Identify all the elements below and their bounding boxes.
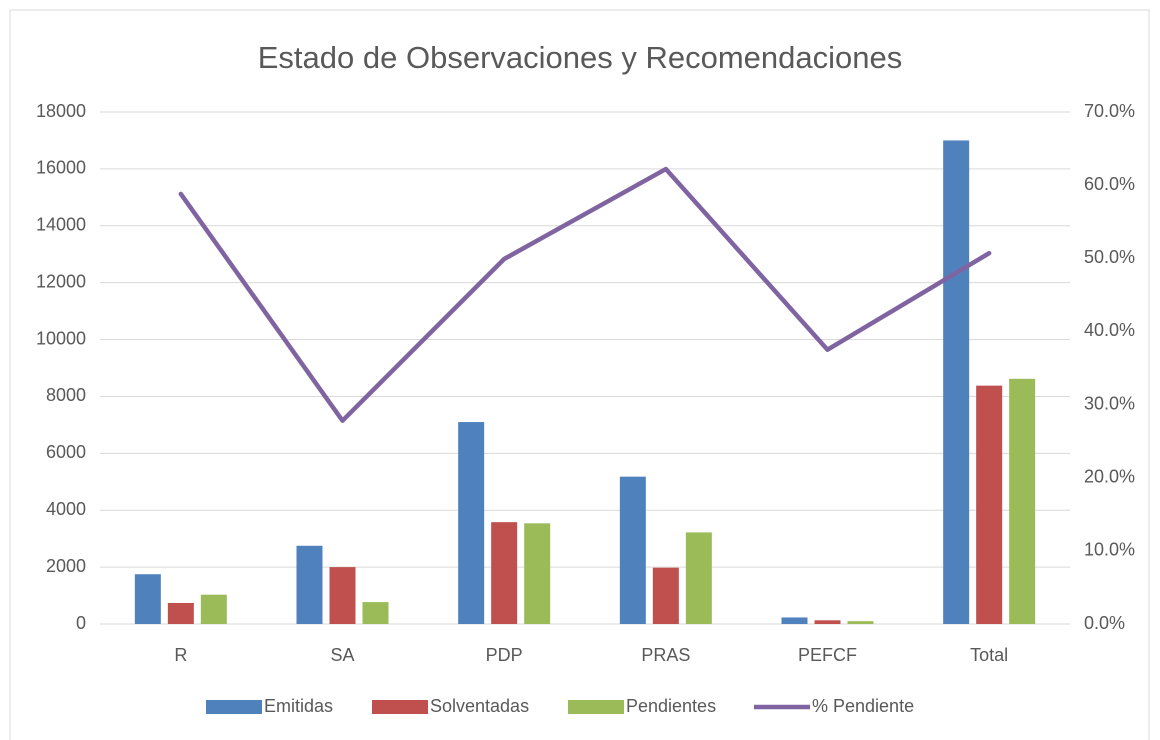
bar — [296, 545, 323, 624]
x-tick-label: R — [174, 645, 187, 665]
y2-tick-label: 70.0% — [1084, 101, 1135, 121]
legend-swatch — [206, 700, 262, 714]
y-tick-label: 14000 — [36, 215, 86, 235]
bar — [976, 385, 1003, 624]
bar — [167, 602, 194, 624]
y2-tick-label: 20.0% — [1084, 466, 1135, 486]
bar — [814, 620, 841, 624]
y-tick-label: 6000 — [46, 442, 86, 462]
x-tick-label: SA — [330, 645, 354, 665]
y2-tick-label: 60.0% — [1084, 174, 1135, 194]
y-tick-label: 0 — [76, 613, 86, 633]
legend-swatch — [568, 700, 624, 714]
bar — [652, 567, 679, 624]
legend-label: Solventadas — [430, 696, 529, 716]
y-tick-label: 2000 — [46, 556, 86, 576]
bar — [134, 574, 161, 624]
legend-label: Pendientes — [626, 696, 716, 716]
bar — [1009, 378, 1036, 624]
bar — [200, 594, 227, 624]
x-tick-label: PEFCF — [798, 645, 857, 665]
bar — [685, 532, 712, 624]
y2-tick-label: 50.0% — [1084, 247, 1135, 267]
y2-tick-label: 10.0% — [1084, 540, 1135, 560]
legend-swatch — [372, 700, 428, 714]
bar — [362, 602, 389, 624]
y-tick-label: 16000 — [36, 158, 86, 178]
line — [178, 166, 992, 423]
x-tick-label: PRAS — [641, 645, 690, 665]
x-tick-label: PDP — [486, 645, 523, 665]
bar — [329, 567, 356, 624]
y2-tick-label: 40.0% — [1084, 320, 1135, 340]
y-tick-label: 4000 — [46, 499, 86, 519]
y-tick-label: 10000 — [36, 328, 86, 348]
bar — [491, 522, 518, 624]
bar — [524, 523, 551, 624]
y2-tick-label: 0.0% — [1084, 613, 1125, 633]
bar — [619, 476, 646, 624]
chart-title: Estado de Observaciones y Recomendacione… — [258, 40, 902, 75]
chart-border — [9, 9, 1150, 740]
y-tick-label: 18000 — [36, 101, 86, 121]
legend-label: Emitidas — [264, 696, 333, 716]
y-tick-label: 12000 — [36, 271, 86, 291]
bar — [847, 621, 874, 624]
bar — [781, 617, 808, 624]
legend-label: % Pendiente — [812, 696, 914, 716]
bar — [458, 422, 485, 624]
x-tick-label: Total — [970, 645, 1008, 665]
y-tick-label: 8000 — [46, 385, 86, 405]
y2-tick-label: 30.0% — [1084, 393, 1135, 413]
bar — [943, 140, 970, 624]
